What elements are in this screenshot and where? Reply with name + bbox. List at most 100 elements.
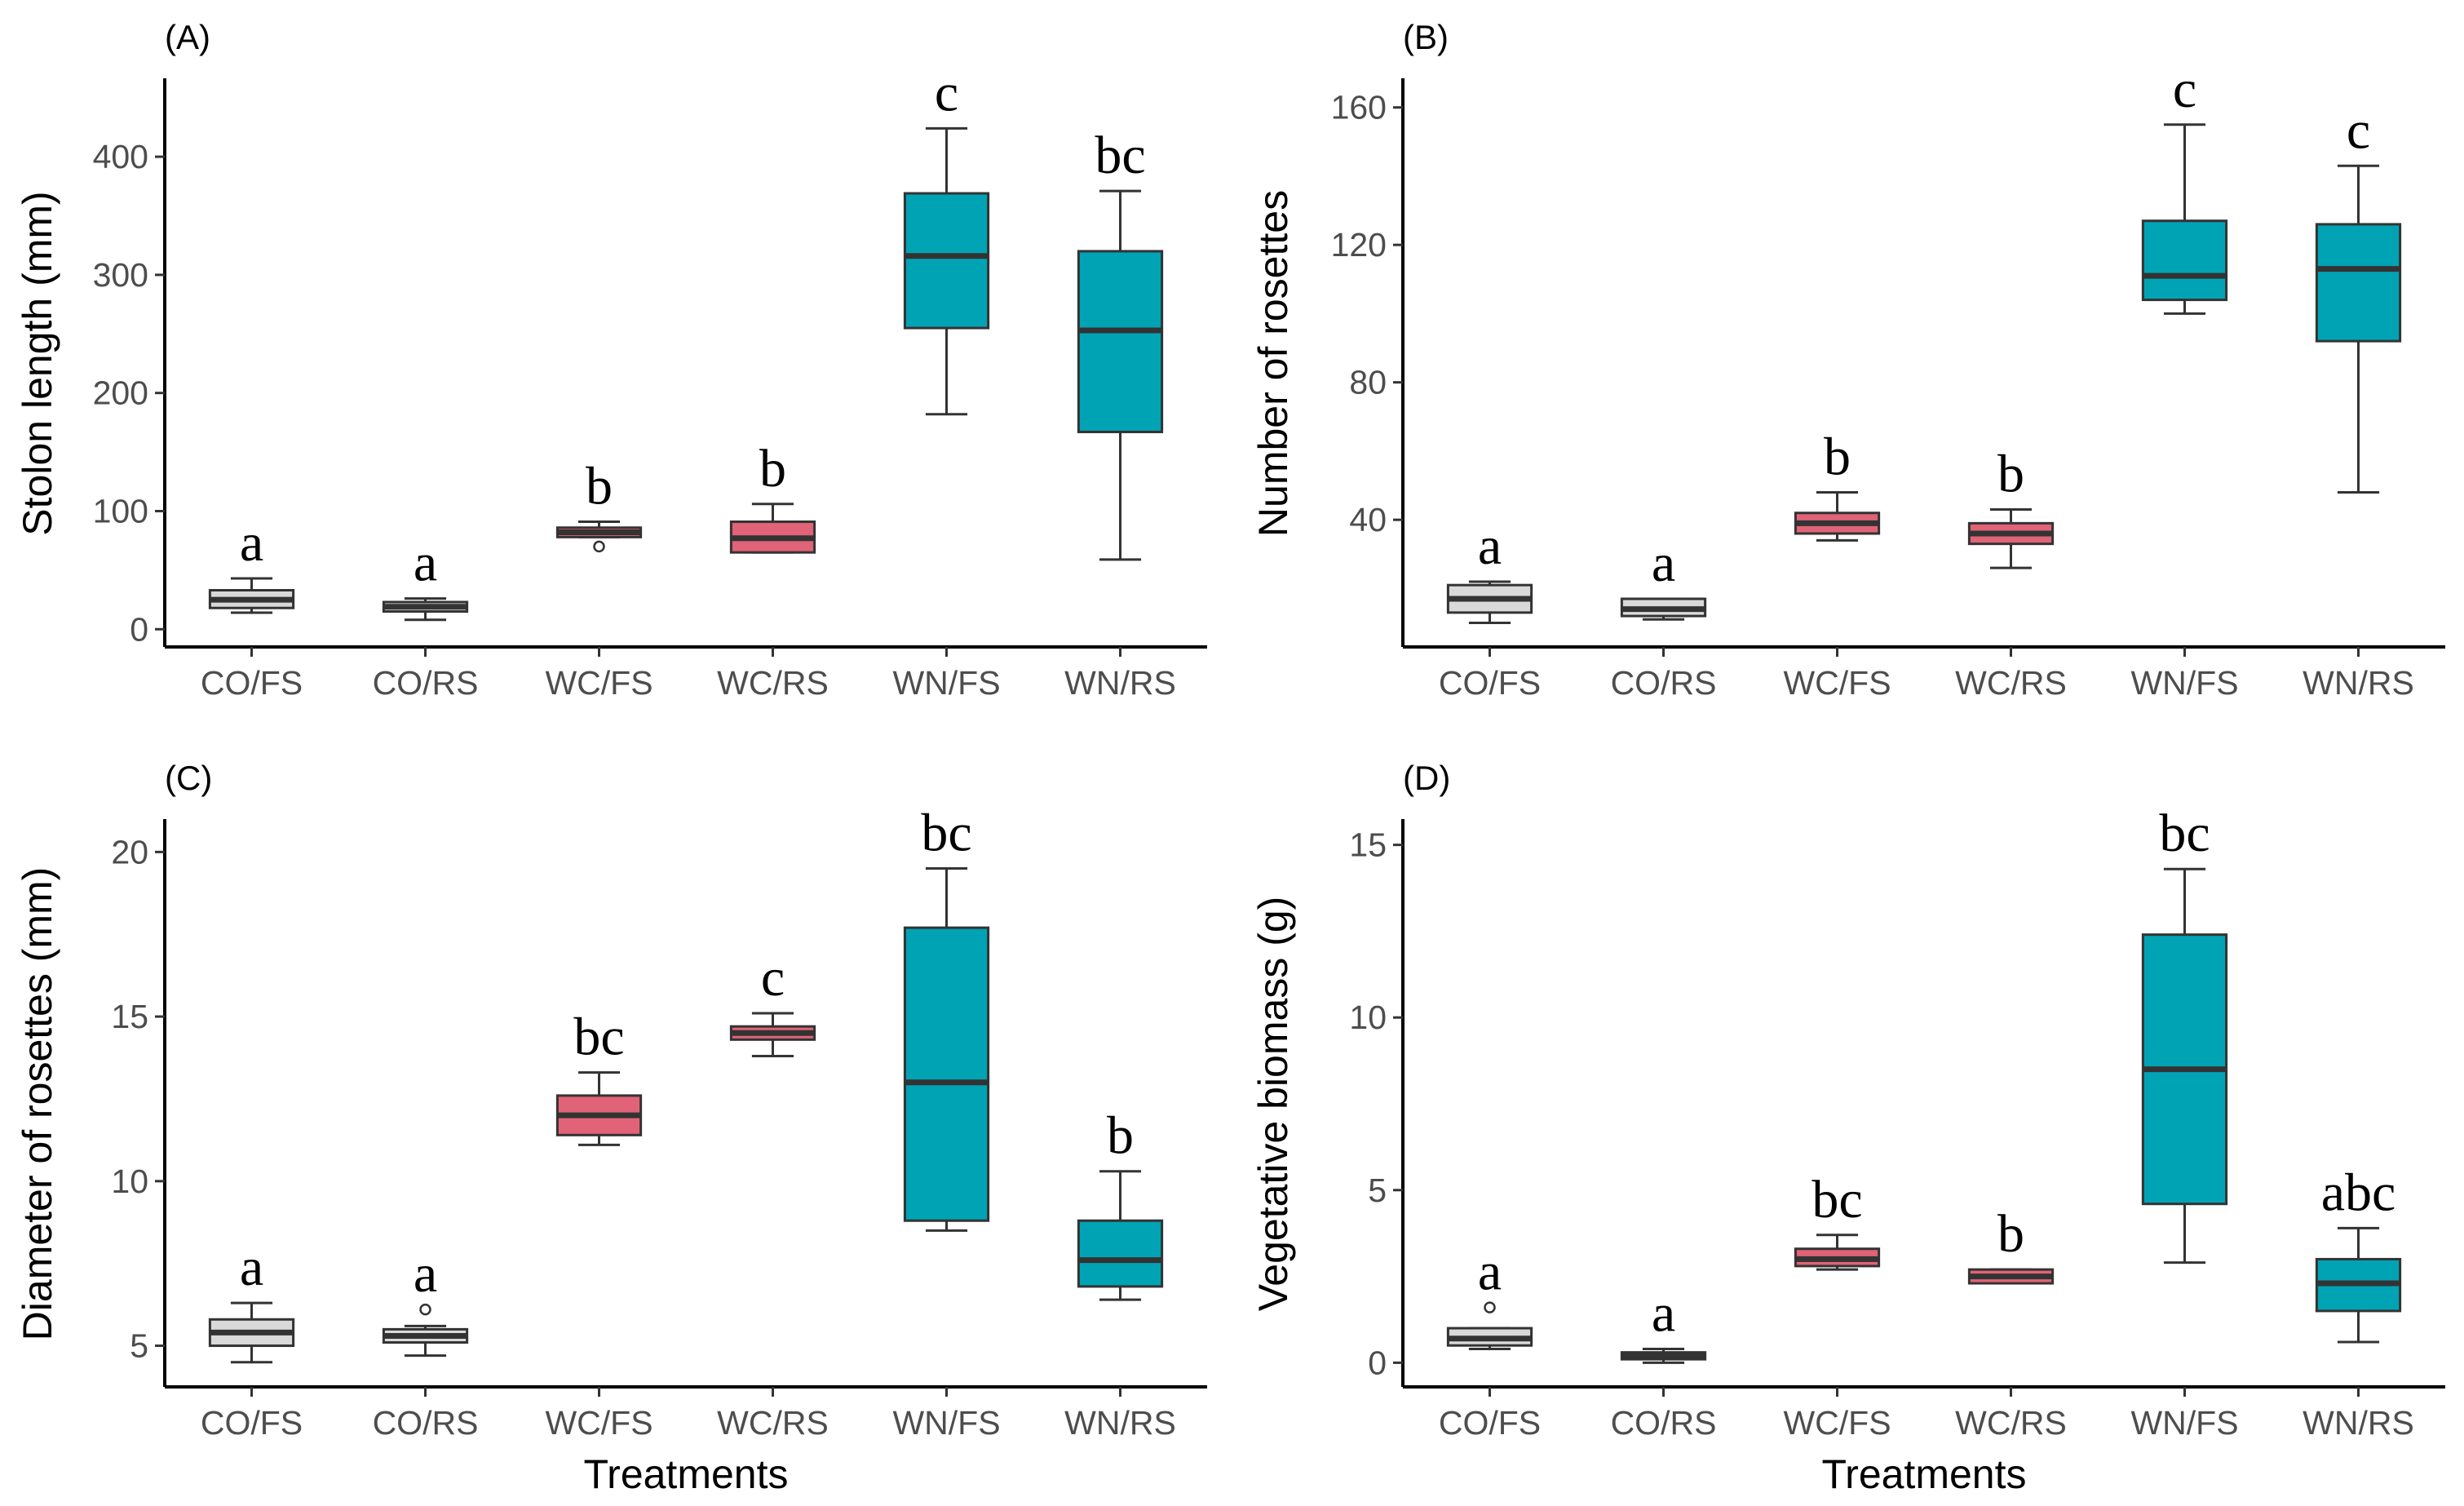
- x-tick-label: WC/RS: [1955, 1404, 2067, 1442]
- significance-letter: bc: [1095, 126, 1145, 185]
- box-co-fs: CO/FS a: [201, 1238, 303, 1442]
- box-wn-rs: WN/RS bc: [1064, 126, 1176, 702]
- y-tick-label: 15: [1349, 826, 1387, 864]
- y-tick-label: 20: [111, 833, 148, 870]
- significance-letter: b: [759, 439, 786, 498]
- significance-letter: c: [935, 63, 958, 122]
- significance-letter: a: [1478, 1242, 1502, 1302]
- x-tick-label: WC/FS: [1783, 664, 1891, 702]
- x-tick-label: WN/FS: [2130, 1404, 2238, 1442]
- x-tick-label: WC/FS: [545, 664, 652, 702]
- box-co-fs: CO/FS a: [201, 513, 303, 702]
- box-wn-rs: WN/RS b: [1064, 1106, 1176, 1442]
- box-co-rs: CO/RS a: [373, 1244, 479, 1442]
- significance-letter: b: [1824, 427, 1851, 486]
- box-iqr: [2315, 223, 2402, 343]
- significance-letter: b: [1997, 445, 2024, 504]
- significance-letter: bc: [1812, 1170, 1862, 1229]
- significance-letter: bc: [921, 804, 971, 863]
- box-iqr: [1077, 250, 1164, 433]
- panel-d: (D) 0 5 10 15 Vegetative biomass (g) Treatment…: [1250, 759, 2445, 1497]
- box-wn-rs: WN/RS c: [2303, 100, 2414, 702]
- x-tick-label: CO/RS: [373, 664, 479, 702]
- significance-letter: bc: [2159, 804, 2210, 863]
- box-co-rs: CO/RS a: [1611, 534, 1717, 702]
- y-tick-label: 100: [93, 492, 148, 529]
- significance-letter: abc: [2321, 1163, 2396, 1222]
- x-tick-label: WC/RS: [717, 1404, 829, 1442]
- box-wn-fs: WN/FS c: [2130, 60, 2238, 702]
- y-axis-label: Number of rosettes: [1250, 190, 1296, 537]
- x-tick-label: CO/RS: [373, 1404, 479, 1442]
- significance-letter: c: [761, 948, 785, 1008]
- y-tick-label: 400: [93, 138, 148, 175]
- box-wc-fs: WC/FS bc: [545, 1008, 652, 1442]
- y-axis-label: Vegetative biomass (g): [1250, 897, 1296, 1312]
- box-iqr: [2141, 219, 2228, 302]
- box-wc-fs: WC/FS bc: [1783, 1170, 1891, 1442]
- panel-label: (D): [1403, 759, 1450, 797]
- y-tick-label: 300: [93, 256, 148, 294]
- panel-c: (C) 5 10 15 20 Diameter of rosettes (mm) Treat…: [15, 759, 1207, 1497]
- significance-letter: a: [414, 534, 437, 593]
- x-tick-label: CO/RS: [1611, 1404, 1717, 1442]
- panel-label: (C): [165, 759, 212, 797]
- significance-letter: a: [1652, 534, 1675, 593]
- x-tick-label: WN/RS: [1064, 1404, 1176, 1442]
- outlier-point: [593, 540, 605, 553]
- significance-letter: c: [2173, 60, 2196, 119]
- outlier-point: [419, 1303, 431, 1316]
- box-wn-rs: WN/RS abc: [2303, 1163, 2414, 1442]
- box-iqr: [903, 926, 990, 1222]
- significance-letter: a: [1652, 1283, 1675, 1343]
- x-tick-label: WC/FS: [545, 1404, 652, 1442]
- x-tick-label: WN/FS: [2130, 664, 2238, 702]
- box-wc-fs: WC/FS b: [545, 457, 652, 702]
- y-tick-label: 0: [130, 610, 148, 648]
- significance-letter: a: [240, 513, 263, 573]
- y-tick-label: 10: [1349, 999, 1387, 1036]
- x-tick-label: CO/FS: [1439, 664, 1541, 702]
- significance-letter: c: [2347, 100, 2370, 160]
- x-tick-label: WN/RS: [2303, 664, 2414, 702]
- significance-letter: a: [414, 1244, 437, 1304]
- x-axis-label: Treatments: [583, 1451, 788, 1497]
- box-iqr: [903, 192, 990, 330]
- x-tick-label: WN/RS: [2303, 1404, 2414, 1442]
- box-wc-fs: WC/FS b: [1783, 427, 1891, 702]
- box-co-rs: CO/RS a: [373, 534, 479, 702]
- y-tick-label: 200: [93, 374, 148, 412]
- x-tick-label: CO/FS: [201, 1404, 303, 1442]
- y-tick-label: 15: [111, 998, 148, 1035]
- box-wc-rs: WC/RS b: [1955, 445, 2067, 702]
- box-co-fs: CO/FS a: [1439, 516, 1541, 702]
- box-co-fs: CO/FS a: [1439, 1242, 1541, 1442]
- box-iqr: [1077, 1219, 1164, 1288]
- box-wn-fs: WN/FS c: [892, 63, 1000, 702]
- y-tick-label: 120: [1331, 226, 1387, 264]
- y-tick-label: 5: [130, 1327, 148, 1365]
- x-tick-label: CO/FS: [201, 664, 303, 702]
- x-tick-label: WC/RS: [717, 664, 829, 702]
- y-axis-label: Stolon length (mm): [15, 191, 60, 535]
- x-tick-label: WN/FS: [892, 664, 1000, 702]
- significance-letter: bc: [573, 1008, 624, 1067]
- box-wc-rs: WC/RS c: [717, 948, 829, 1442]
- panel-label: (B): [1403, 18, 1449, 56]
- significance-letter: b: [1997, 1204, 2024, 1264]
- outlier-point: [1484, 1301, 1496, 1313]
- significance-letter: b: [586, 457, 613, 516]
- y-tick-label: 80: [1349, 364, 1387, 401]
- significance-letter: a: [1478, 516, 1502, 576]
- y-tick-label: 0: [1368, 1344, 1387, 1381]
- x-tick-label: WC/FS: [1783, 1404, 1891, 1442]
- panel-label: (A): [165, 18, 210, 56]
- y-axis-label: Diameter of rosettes (mm): [15, 867, 60, 1341]
- significance-letter: b: [1107, 1106, 1134, 1166]
- box-co-rs: CO/RS a: [1611, 1283, 1717, 1442]
- box-wc-rs: WC/RS b: [1955, 1204, 2067, 1442]
- panel-a: (A) 0 100 200 300 400 Stolon length (mm) CO/FS a…: [15, 18, 1207, 702]
- box-wc-rs: WC/RS b: [717, 439, 829, 702]
